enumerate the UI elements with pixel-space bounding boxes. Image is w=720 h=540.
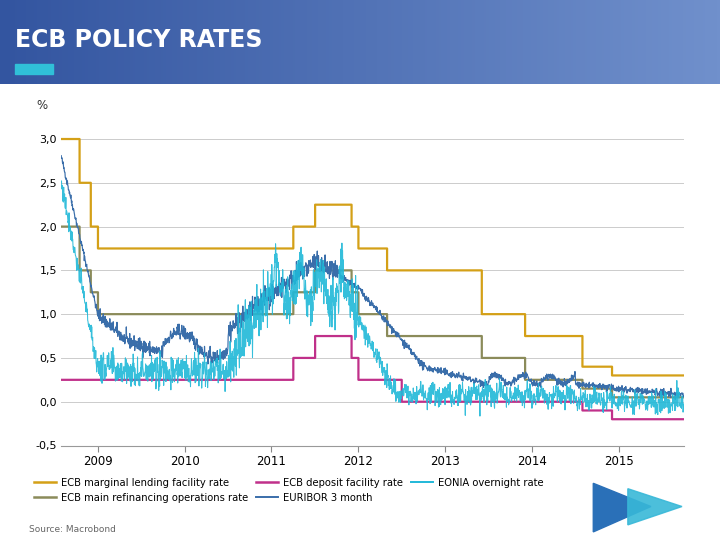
Bar bbox=[15, 64, 53, 73]
Polygon shape bbox=[628, 489, 682, 525]
Polygon shape bbox=[593, 483, 651, 532]
Text: ECB POLICY RATES: ECB POLICY RATES bbox=[15, 28, 263, 52]
Text: Source: Macrobond: Source: Macrobond bbox=[29, 525, 116, 534]
Text: %: % bbox=[36, 99, 48, 112]
Legend: ECB marginal lending facility rate, ECB main refinancing operations rate, ECB de: ECB marginal lending facility rate, ECB … bbox=[34, 477, 544, 503]
